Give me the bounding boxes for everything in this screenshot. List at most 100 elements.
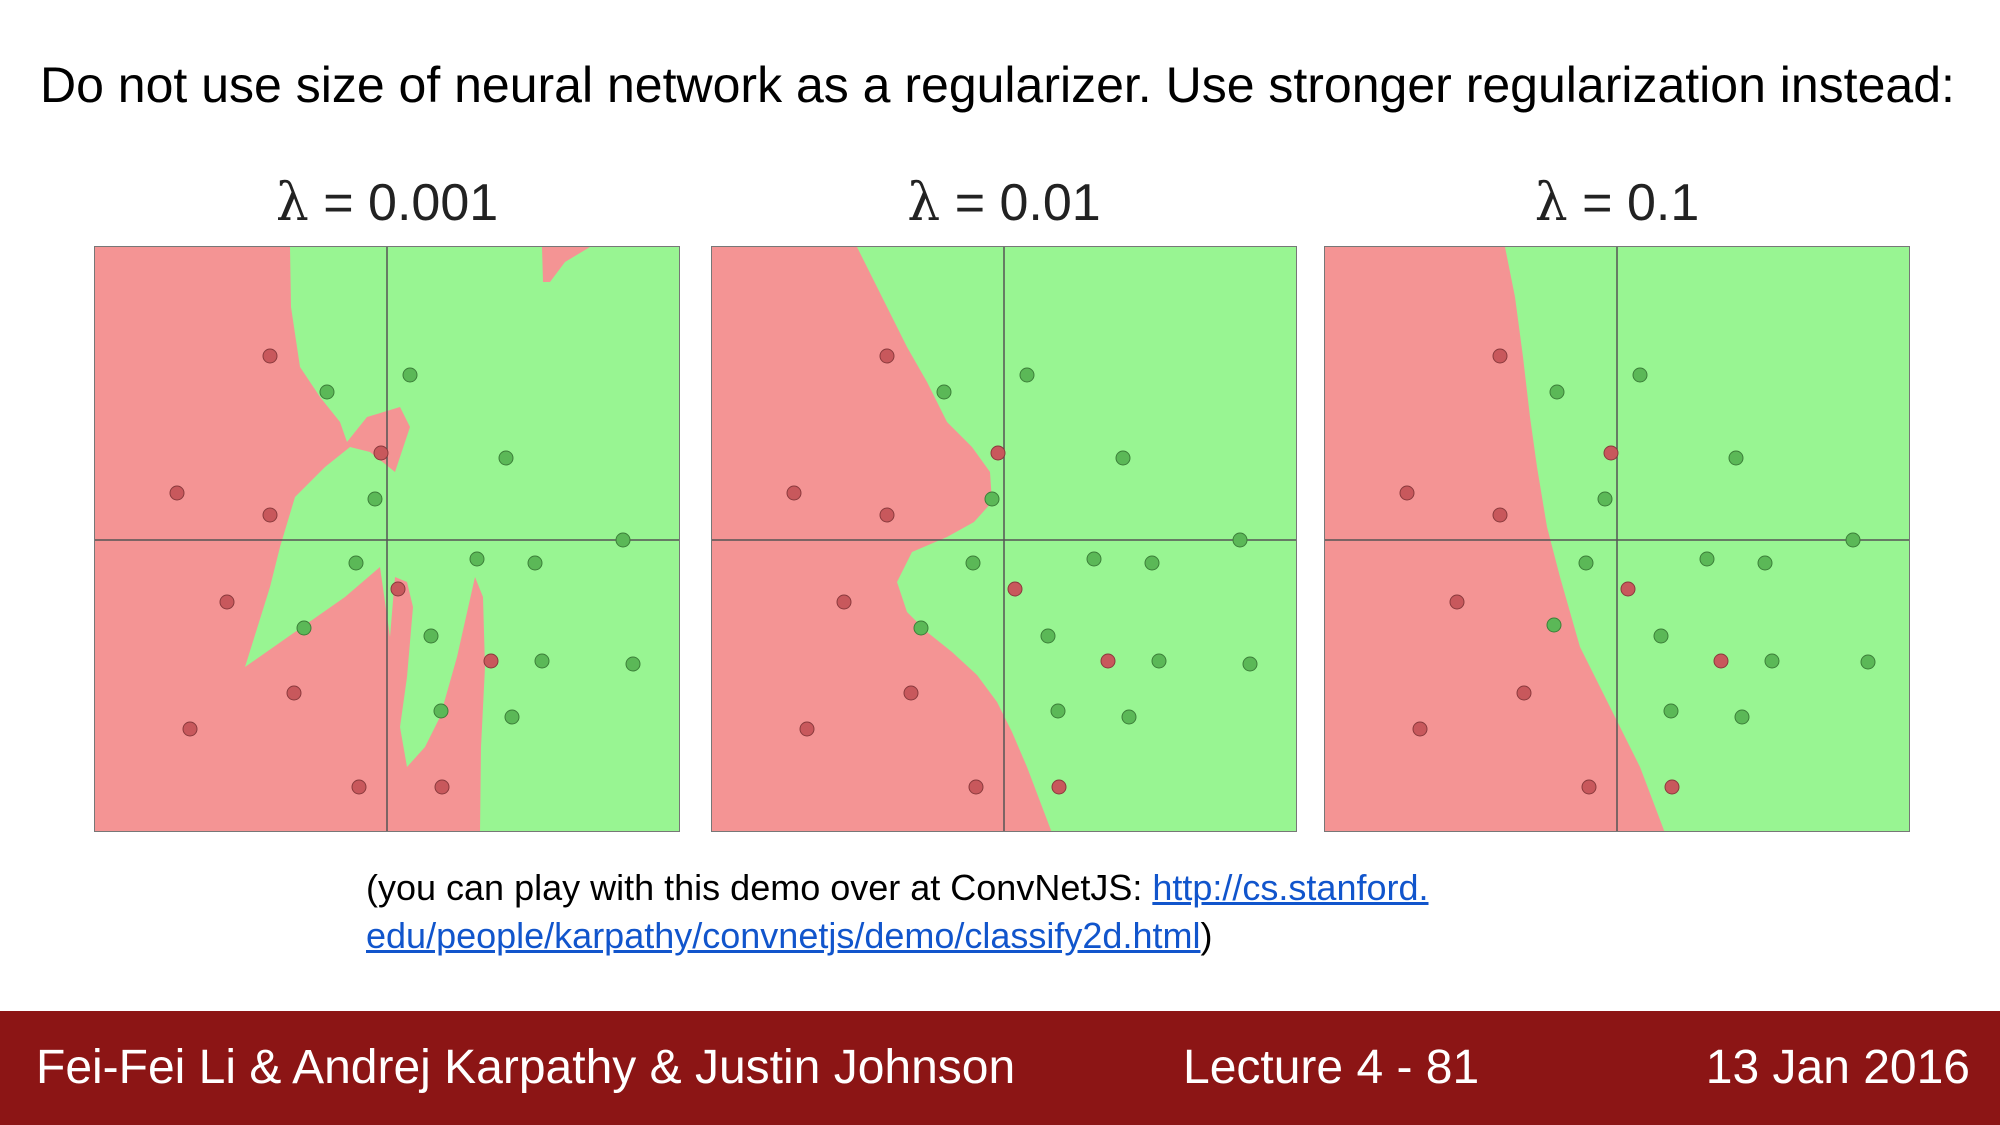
green-class-point (469, 551, 485, 567)
green-class-point (1578, 555, 1594, 571)
footer-lecture-number: Lecture 4 - 81 (1183, 1041, 1480, 1094)
green-class-point (402, 367, 418, 383)
red-class-point (990, 445, 1006, 461)
red-class-point (434, 779, 450, 795)
green-class-point (1232, 532, 1248, 548)
decision-boundary-plot-3 (1324, 246, 1910, 832)
caption-close-paren: ) (1200, 915, 1213, 956)
green-class-point (296, 620, 312, 636)
green-class-point (498, 450, 514, 466)
lambda-value: = 0.1 (1582, 174, 1700, 232)
green-class-point (615, 532, 631, 548)
footer-bar: Fei-Fei Li & Andrej Karpathy & Justin Jo… (0, 1011, 2000, 1125)
red-region (95, 247, 410, 831)
convnetjs-demo-link[interactable]: http://cs.stanford. edu/people/karpathy/c… (366, 867, 1429, 956)
red-class-point (836, 594, 852, 610)
green-class-point (625, 656, 641, 672)
red-class-point (182, 721, 198, 737)
lambda-symbol: λ (907, 173, 941, 233)
green-class-point (433, 703, 449, 719)
data-points (169, 348, 641, 795)
green-class-point (1242, 656, 1258, 672)
red-class-point (1007, 581, 1023, 597)
red-class-point (1664, 779, 1680, 795)
green-class-point (913, 620, 929, 636)
red-region (390, 577, 485, 831)
decision-boundary-plot-2 (711, 246, 1297, 832)
red-class-point (351, 779, 367, 795)
green-class-point (1546, 617, 1562, 633)
green-class-point (1086, 551, 1102, 567)
green-class-point (423, 628, 439, 644)
green-class-point (534, 653, 550, 669)
caption-text: (you can play with this demo over at Con… (366, 867, 1153, 908)
green-class-point (527, 555, 543, 571)
green-class-point (984, 491, 1000, 507)
green-class-point (367, 491, 383, 507)
green-class-point (965, 555, 981, 571)
green-class-point (1845, 532, 1861, 548)
lambda-symbol: λ (1534, 173, 1568, 233)
green-class-point (1151, 653, 1167, 669)
red-class-point (903, 685, 919, 701)
slide-headline: Do not use size of neural network as a r… (40, 57, 1955, 113)
green-class-point (1764, 653, 1780, 669)
red-class-point (219, 594, 235, 610)
green-class-point (1040, 628, 1056, 644)
red-class-point (1581, 779, 1597, 795)
red-class-point (786, 485, 802, 501)
lambda-value: = 0.001 (323, 174, 499, 232)
footer-authors: Fei-Fei Li & Andrej Karpathy & Justin Jo… (36, 1041, 1016, 1094)
link-line-2: edu/people/karpathy/convnetjs/demo/class… (366, 915, 1201, 956)
green-class-point (1549, 384, 1565, 400)
red-class-point (483, 653, 499, 669)
green-class-point (1860, 654, 1876, 670)
green-class-point (1632, 367, 1648, 383)
red-class-point (1620, 581, 1636, 597)
footer-date: 13 Jan 2016 (1705, 1041, 1970, 1094)
red-class-point (390, 581, 406, 597)
red-class-point (1713, 653, 1729, 669)
panel-title-1: λ = 0.001 (94, 168, 680, 238)
red-class-point (1492, 348, 1508, 364)
green-class-point (1728, 450, 1744, 466)
green-class-point (1115, 450, 1131, 466)
demo-caption: (you can play with this demo over at Con… (366, 864, 1566, 960)
red-region (1325, 247, 1665, 831)
data-points (1399, 348, 1876, 795)
red-class-point (286, 685, 302, 701)
red-class-point (1492, 507, 1508, 523)
red-class-point (1051, 779, 1067, 795)
decision-boundary-plot-1 (94, 246, 680, 832)
data-points (786, 348, 1258, 795)
red-region (542, 247, 590, 282)
lambda-value: = 0.01 (954, 174, 1101, 232)
green-class-point (936, 384, 952, 400)
green-class-point (1663, 703, 1679, 719)
red-class-point (262, 507, 278, 523)
red-region (712, 247, 1052, 831)
green-class-point (348, 555, 364, 571)
red-class-point (169, 485, 185, 501)
red-class-point (373, 445, 389, 461)
green-class-point (504, 709, 520, 725)
link-line-1: http://cs.stanford. (1152, 867, 1429, 908)
red-class-point (879, 348, 895, 364)
lambda-symbol: λ (275, 173, 309, 233)
red-class-point (1412, 721, 1428, 737)
red-class-point (1100, 653, 1116, 669)
red-class-point (879, 507, 895, 523)
green-class-point (319, 384, 335, 400)
red-class-point (262, 348, 278, 364)
green-class-point (1019, 367, 1035, 383)
red-class-point (1449, 594, 1465, 610)
panel-title-2: λ = 0.01 (711, 168, 1297, 238)
green-class-point (1734, 709, 1750, 725)
red-class-point (1603, 445, 1619, 461)
red-class-point (799, 721, 815, 737)
green-class-point (1653, 628, 1669, 644)
green-class-point (1144, 555, 1160, 571)
red-class-point (968, 779, 984, 795)
panel-title-3: λ = 0.1 (1324, 168, 1910, 238)
green-class-point (1597, 491, 1613, 507)
